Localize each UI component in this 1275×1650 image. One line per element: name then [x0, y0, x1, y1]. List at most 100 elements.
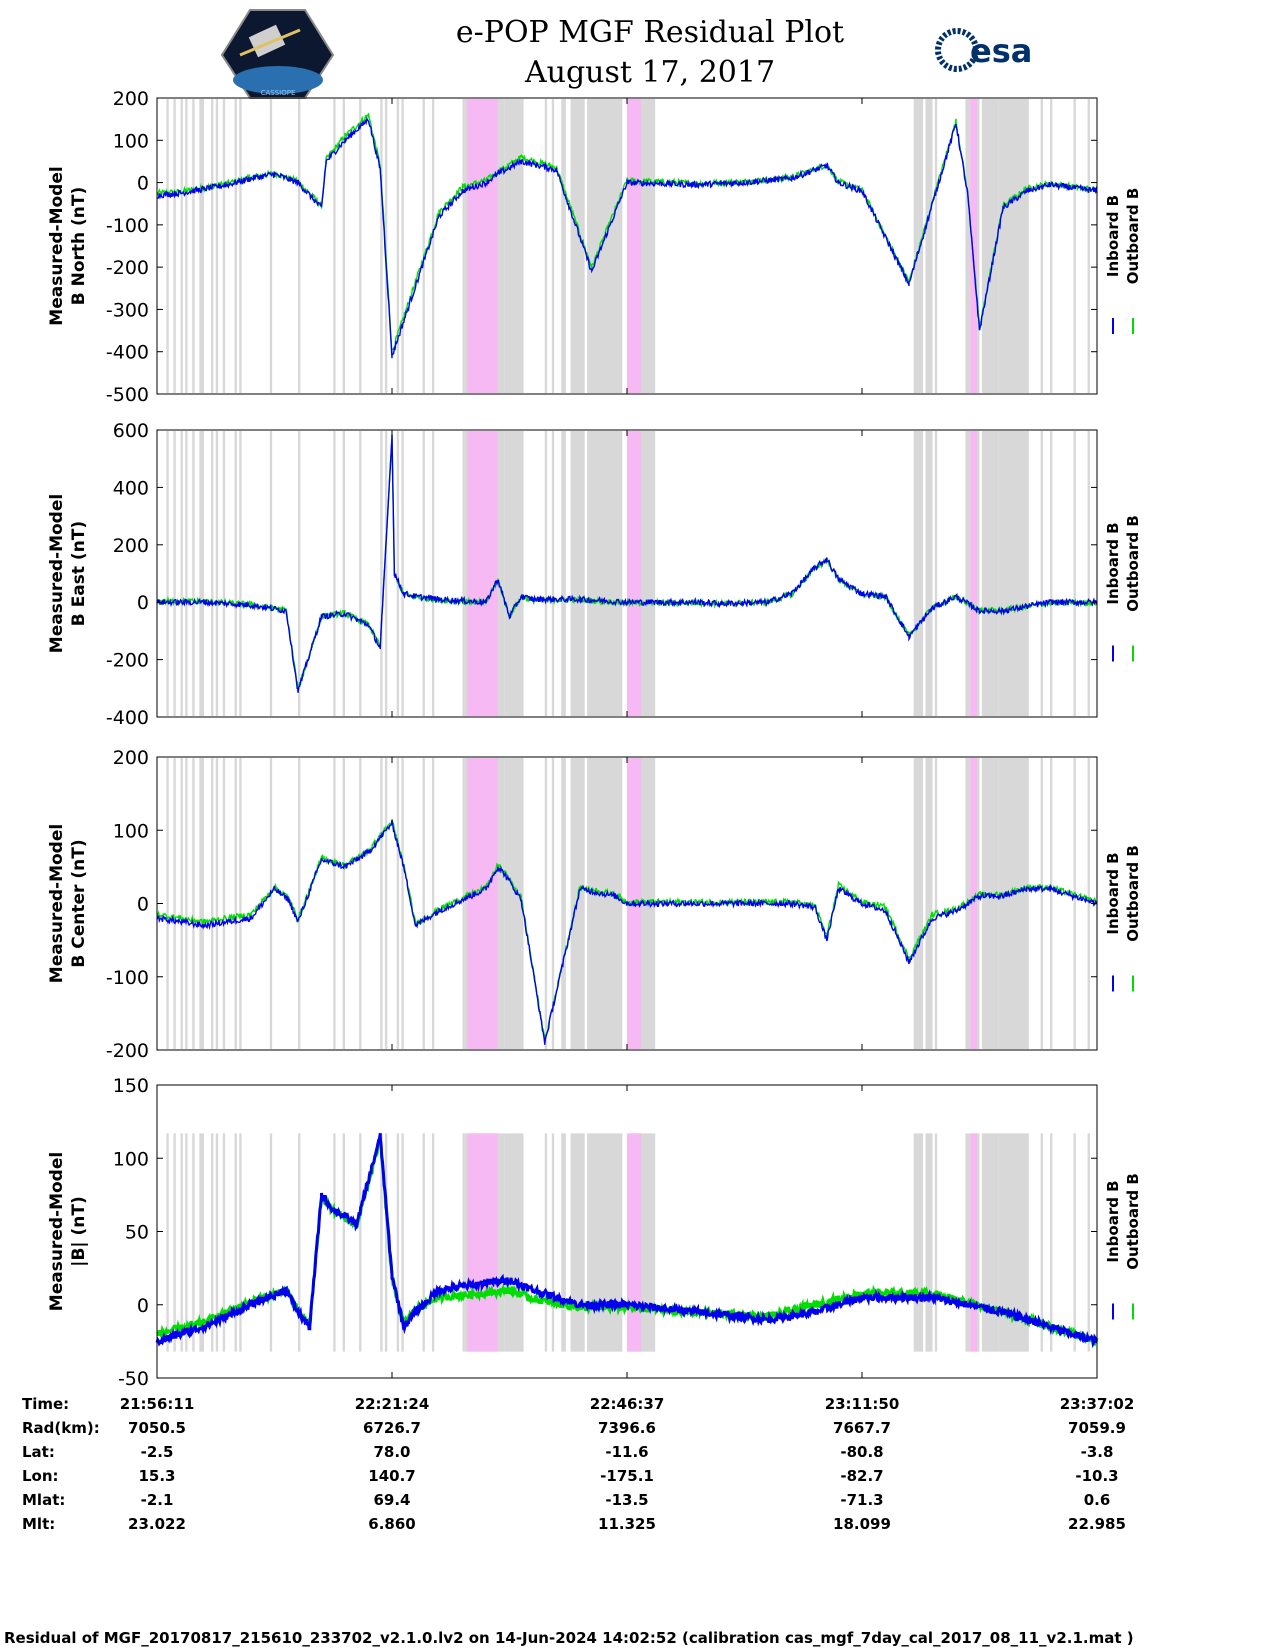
data-gap-band-pink: [627, 1133, 642, 1352]
y-tick-label: 0: [137, 173, 149, 195]
table-cell: -11.6: [605, 1443, 648, 1461]
table-cell: -80.8: [840, 1443, 883, 1461]
table-row-label: Mlat:: [22, 1491, 65, 1509]
data-gap-band: [380, 758, 383, 1049]
y-axis-label: Measured-Model: [47, 166, 67, 325]
data-gap-band: [998, 431, 1029, 716]
y-tick-label: -400: [106, 342, 149, 364]
y-tick-label: 0: [137, 1295, 149, 1317]
data-gap-band: [211, 431, 214, 716]
table-cell: 18.099: [833, 1515, 891, 1533]
data-gap-band: [561, 1133, 566, 1352]
data-gap-band: [1050, 758, 1053, 1049]
data-gap-band: [504, 1133, 524, 1352]
table-row-label: Lat:: [22, 1443, 55, 1461]
data-gap-band: [298, 758, 301, 1049]
data-gap-band: [1073, 1133, 1076, 1352]
data-gap-band: [544, 1133, 548, 1352]
legend-outboard-label: Outboard B: [1124, 515, 1142, 612]
data-gap-band: [504, 758, 524, 1049]
data-gap-band: [431, 758, 435, 1049]
inboard-series-line: [156, 116, 1098, 359]
y-axis-label: B East (nT): [69, 521, 89, 626]
data-gap-band: [587, 99, 623, 393]
data-gap-band: [166, 431, 169, 716]
data-gap-band: [464, 1133, 468, 1352]
data-gap-band: [396, 758, 400, 1049]
data-gap-band: [1040, 431, 1043, 716]
data-gap-band: [180, 431, 183, 716]
data-gap-band: [422, 99, 425, 393]
figure-date: August 17, 2017: [524, 55, 775, 90]
inboard-series-line: [156, 434, 1098, 693]
data-gap-band: [1073, 758, 1076, 1049]
data-gap-band-pink: [627, 99, 642, 393]
data-gap-band: [401, 1133, 404, 1352]
data-gap-band: [342, 431, 345, 716]
data-gap-band: [561, 99, 566, 393]
data-gap-band: [570, 1133, 585, 1352]
data-gap-band: [934, 99, 938, 393]
table-cell: -10.3: [1075, 1467, 1118, 1485]
data-gap-band: [1087, 99, 1090, 393]
data-gap-band: [1050, 431, 1053, 716]
data-gap-band: [401, 99, 404, 393]
data-gap-band: [925, 758, 933, 1049]
data-gap-band: [464, 99, 468, 393]
data-gap-band: [965, 1133, 971, 1352]
data-gap-band: [298, 1133, 301, 1352]
data-gap-band: [934, 758, 938, 1049]
table-cell: 22:46:37: [590, 1395, 665, 1413]
data-gap-band: [215, 99, 219, 393]
table-cell: 6.860: [368, 1515, 415, 1533]
data-gap-band: [551, 758, 555, 1049]
table-cell: 7667.7: [833, 1419, 891, 1437]
legend-outboard-label: Outboard B: [1124, 1173, 1142, 1270]
table-cell: 7059.9: [1068, 1419, 1126, 1437]
table-cell: 7050.5: [128, 1419, 186, 1437]
table-cell: 21:56:11: [120, 1395, 195, 1413]
data-gap-band: [587, 758, 623, 1049]
data-gap-band-pink: [467, 99, 498, 393]
data-gap-band: [234, 99, 237, 393]
y-tick-label: 100: [113, 1148, 149, 1170]
data-gap-band: [913, 758, 919, 1049]
data-gap-band: [431, 1133, 435, 1352]
data-gap-band: [925, 1133, 933, 1352]
data-gap-band: [925, 99, 933, 393]
y-tick-label: -200: [106, 650, 149, 672]
data-gap-band-pink: [467, 431, 498, 716]
data-gap-band: [587, 1133, 623, 1352]
data-gap-band-pink: [627, 431, 642, 716]
data-gap-band: [211, 1133, 214, 1352]
data-gap-band: [934, 1133, 938, 1352]
panel-1: 200 100 0 -100 -200 -300 -400 -500 Measured-Mode…: [47, 88, 1142, 406]
data-gap-band: [298, 431, 301, 716]
data-gap-band: [1050, 99, 1053, 393]
data-gap-band: [1040, 758, 1043, 1049]
data-gap-band: [199, 99, 204, 393]
legend-inboard-label: Inboard B: [1104, 852, 1122, 934]
table-cell: 22:21:24: [355, 1395, 430, 1413]
data-gap-band: [544, 99, 548, 393]
data-gap-band: [1050, 1133, 1053, 1352]
data-gap-band: [464, 758, 468, 1049]
data-gap-band: [380, 99, 383, 393]
y-tick-label: -200: [106, 257, 149, 279]
table-cell: -3.8: [1081, 1443, 1114, 1461]
data-gap-band-pink: [467, 1133, 498, 1352]
cassiope-logo: CASSIOPE: [220, 9, 335, 99]
y-tick-label: 0: [137, 894, 149, 916]
table-cell: -71.3: [840, 1491, 883, 1509]
data-gap-band: [913, 1133, 919, 1352]
table-cell: -2.5: [141, 1443, 174, 1461]
table-cell: 23:37:02: [1060, 1395, 1135, 1413]
y-axis-label: Measured-Model: [47, 1152, 67, 1311]
table-cell: 22.985: [1068, 1515, 1126, 1533]
data-gap-band: [570, 431, 585, 716]
data-gap-band: [342, 1133, 345, 1352]
data-gap-band: [342, 99, 345, 393]
table-cell: 11.325: [598, 1515, 656, 1533]
data-gap-band: [384, 431, 388, 716]
